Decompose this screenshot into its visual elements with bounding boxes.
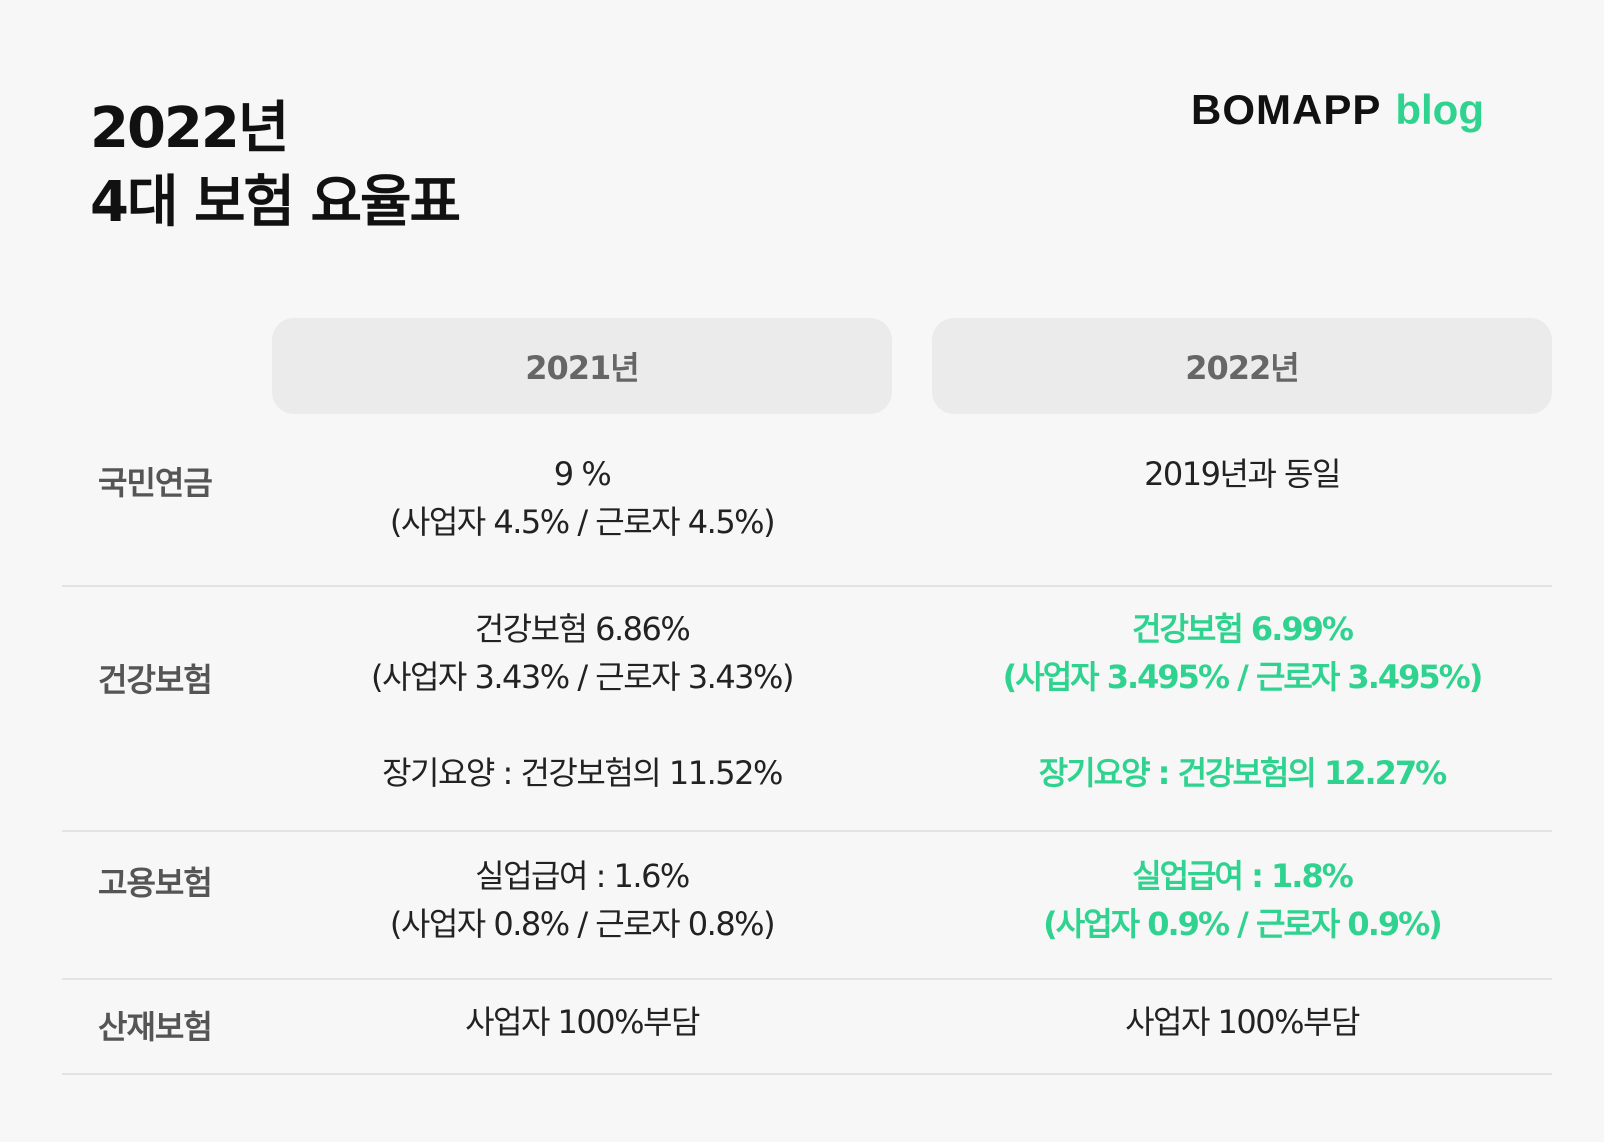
cell-line: (사업자 3.495% / 근로자 3.495%) <box>1002 658 1484 696</box>
page-title: 2022년 4대 보험 요율표 <box>90 92 461 240</box>
cell-line: 장기요양 : 건강보험의 11.52% <box>382 754 783 792</box>
table-row-industrial-accident-insurance: 산재보험 사업자 100%부담 사업자 100%부담 <box>62 978 1552 1075</box>
table-row-employment-insurance: 고용보험 실업급여 : 1.6% (사업자 0.8% / 근로자 0.8%) 실… <box>62 830 1552 980</box>
row-label: 산재보험 <box>98 1008 213 1046</box>
title-line-2: 4대 보험 요율표 <box>90 170 461 235</box>
cell-2022: 실업급여 : 1.8% (사업자 0.9% / 근로자 0.9%) <box>932 852 1552 948</box>
brand-name: BOMAPP <box>1191 86 1382 133</box>
row-label: 국민연금 <box>98 464 213 502</box>
title-line-1: 2022년 <box>90 96 289 161</box>
cell-line: 건강보험 6.86% <box>474 610 691 648</box>
cell-2021: 9 % (사업자 4.5% / 근로자 4.5%) <box>272 450 892 546</box>
cell-line: 실업급여 : 1.6% <box>475 857 690 895</box>
cell-line: (사업자 4.5% / 근로자 4.5%) <box>389 503 776 541</box>
cell-2021: 사업자 100%부담 <box>272 998 892 1046</box>
cell-line: (사업자 3.43% / 근로자 3.43%) <box>371 658 794 696</box>
cell-line: 사업자 100%부담 <box>465 1003 700 1041</box>
cell-2021: 실업급여 : 1.6% (사업자 0.8% / 근로자 0.8%) <box>272 852 892 948</box>
cell-line: (사업자 0.9% / 근로자 0.9%) <box>1043 905 1443 943</box>
cell-2022: 건강보험 6.99% (사업자 3.495% / 근로자 3.495%) 장기요… <box>932 605 1552 797</box>
cell-line: 2019년과 동일 <box>1144 455 1341 493</box>
row-label: 건강보험 <box>98 661 213 699</box>
cell-line: (사업자 0.8% / 근로자 0.8%) <box>389 905 776 943</box>
row-label: 고용보험 <box>98 864 213 902</box>
table-row-national-pension: 국민연금 9 % (사업자 4.5% / 근로자 4.5%) 2019년과 동일 <box>62 450 1552 587</box>
table-row-health-insurance: 건강보험 건강보험 6.86% (사업자 3.43% / 근로자 3.43%) … <box>62 585 1552 832</box>
brand-logo: BOMAPP blog <box>1191 80 1484 140</box>
cell-line: 9 % <box>553 455 612 493</box>
cell-2021: 건강보험 6.86% (사업자 3.43% / 근로자 3.43%) 장기요양 … <box>272 605 892 797</box>
cell-line: 건강보험 6.99% <box>1132 610 1354 648</box>
cell-2022: 2019년과 동일 <box>932 450 1552 498</box>
column-header-2021: 2021년 <box>272 318 892 414</box>
column-header-2022: 2022년 <box>932 318 1552 414</box>
cell-line: 장기요양 : 건강보험의 12.27% <box>1038 754 1447 792</box>
brand-suffix: blog <box>1395 86 1484 133</box>
cell-line: 실업급여 : 1.8% <box>1132 857 1354 895</box>
cell-2022: 사업자 100%부담 <box>932 998 1552 1046</box>
cell-line: 사업자 100%부담 <box>1125 1003 1360 1041</box>
